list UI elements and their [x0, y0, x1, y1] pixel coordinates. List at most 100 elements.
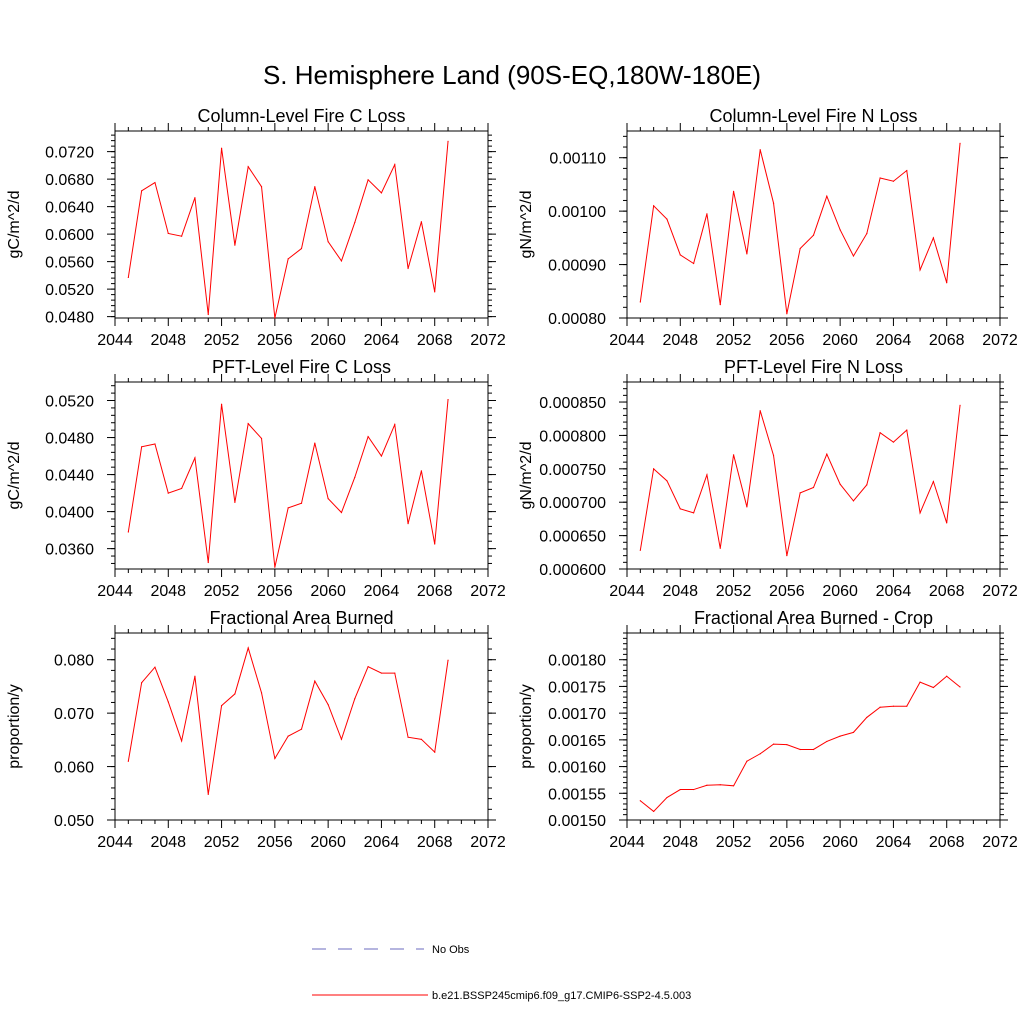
data-point [666, 796, 668, 799]
data-point [653, 468, 655, 470]
data-point [959, 142, 961, 144]
data-point [314, 186, 316, 188]
y-tick-label: 0.000600 [539, 562, 606, 579]
data-point [447, 398, 449, 401]
y-tick-label: 0.0480 [45, 310, 94, 327]
data-point [866, 716, 868, 719]
data-point [367, 179, 369, 181]
data-point [274, 757, 276, 760]
x-tick-label: 2044 [97, 834, 133, 851]
data-point [892, 180, 895, 182]
x-tick-label: 2044 [609, 583, 645, 600]
data-point [194, 457, 196, 459]
data-point [167, 701, 169, 703]
x-tick-label: 2048 [662, 332, 698, 349]
data-point [679, 254, 681, 256]
data-point [154, 181, 156, 184]
x-tick-label: 2068 [417, 583, 453, 600]
legend: No Obs b.e21.BSSP245cmip6.f09_g17.CMIP6-… [312, 944, 691, 1002]
data-point [447, 659, 449, 661]
x-tick-label: 2068 [417, 332, 453, 349]
data-point [852, 500, 855, 502]
data-point [879, 177, 881, 179]
data-point [154, 443, 156, 445]
x-tick-label: 2052 [716, 834, 752, 851]
y-axis-label: gN/m^2/d [518, 442, 535, 510]
data-point [141, 190, 143, 192]
y-tick-label: 0.00165 [548, 733, 606, 750]
data-point [919, 512, 921, 514]
data-point [639, 800, 641, 802]
chart-panel-1: 2044 2048 2052 2056 2060 2064 2068 2072 0.0480 0.… [6, 106, 506, 349]
data-point [919, 681, 921, 683]
data-point [260, 186, 263, 188]
y-axis-label: gC/m^2/d [6, 442, 23, 510]
y-tick-label: 0.0600 [45, 227, 94, 244]
data-point [799, 748, 801, 751]
x-tick-label: 2044 [609, 332, 645, 349]
data-point [327, 241, 329, 243]
x-tick-label: 2052 [716, 332, 752, 349]
data-point [167, 232, 169, 235]
data-point [759, 753, 761, 755]
x-tick-label: 2060 [310, 834, 346, 851]
x-tick-label: 2060 [822, 583, 858, 600]
data-point [812, 486, 815, 489]
y-tick-label: 0.00180 [548, 653, 606, 670]
x-tick-label: 2060 [310, 332, 346, 349]
data-point [434, 291, 436, 293]
data-point [839, 735, 841, 737]
data-point [327, 703, 329, 706]
x-tick-label: 2056 [769, 583, 805, 600]
data-point [772, 202, 775, 204]
y-tick-label: 0.080 [54, 653, 94, 670]
chart-panel-6: 2044 2048 2052 2056 2060 2064 2068 2072 0.00150 0… [518, 608, 1018, 851]
data-point [181, 740, 183, 742]
data-point [719, 304, 721, 306]
data-point [394, 672, 396, 674]
data-point [394, 423, 396, 426]
data-point [719, 547, 721, 549]
y-tick-label: 0.060 [54, 760, 94, 777]
y-tick-label: 0.050 [54, 813, 94, 830]
x-tick-label: 2044 [97, 583, 133, 600]
data-point [746, 760, 748, 762]
data-point [234, 501, 236, 503]
x-tick-label: 2072 [470, 583, 506, 600]
data-point [247, 166, 249, 168]
data-point [812, 748, 815, 751]
x-tick-label: 2068 [929, 332, 965, 349]
y-tick-label: 0.0560 [45, 255, 94, 272]
y-axis-label: gN/m^2/d [518, 191, 535, 259]
y-tick-label: 0.0480 [45, 431, 94, 448]
data-point [314, 442, 316, 444]
data-point [759, 149, 761, 151]
x-tick-label: 2052 [716, 583, 752, 600]
data-point [287, 735, 289, 737]
panel-title: Column-Level Fire N Loss [709, 106, 917, 126]
data-point [932, 237, 934, 239]
x-tick-label: 2056 [769, 834, 805, 851]
data-point [732, 454, 735, 456]
chart-panel-5: 2044 2048 2052 2056 2060 2064 2068 2072 0.050 0.0… [6, 608, 506, 851]
data-point [220, 705, 223, 707]
data-point [300, 247, 303, 250]
data-point [207, 793, 209, 795]
y-tick-label: 0.000800 [539, 428, 606, 445]
data-point [207, 313, 209, 316]
panel-title: Column-Level Fire C Loss [197, 106, 405, 126]
data-point [799, 492, 801, 494]
y-tick-label: 0.0400 [45, 505, 94, 522]
data-point [247, 647, 249, 649]
data-point [879, 432, 881, 434]
data-point [380, 192, 383, 194]
data-point [207, 561, 209, 564]
data-point [260, 692, 263, 694]
data-point [852, 255, 855, 257]
y-tick-label: 0.000650 [539, 529, 606, 546]
data-point [420, 221, 422, 223]
y-tick-label: 0.00170 [548, 706, 606, 723]
y-axis-label: proportion/y [518, 684, 535, 769]
